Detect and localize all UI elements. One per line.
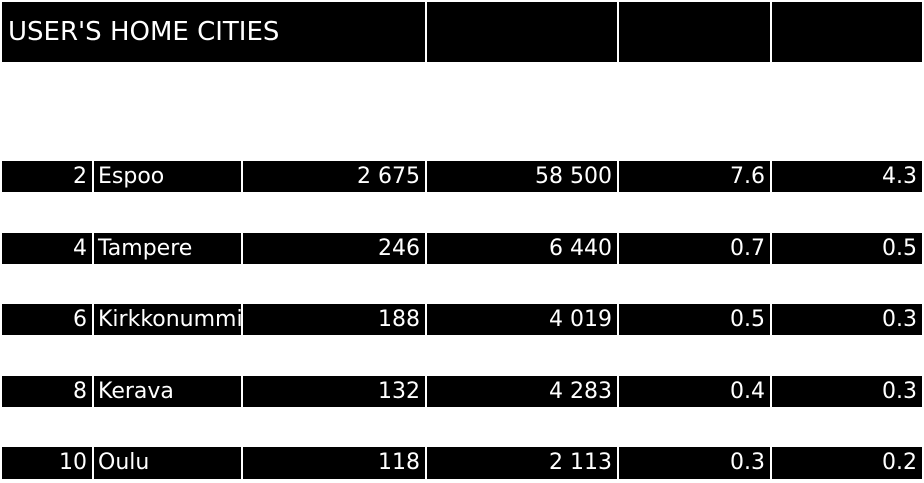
cell-value-a[interactable]: 7.6 — [619, 161, 770, 192]
cell-users[interactable]: 246 — [243, 233, 425, 264]
cell-users[interactable]: 188 — [243, 304, 425, 335]
cell-rank[interactable]: 8 — [2, 376, 92, 407]
cell-users[interactable]: 118 — [243, 447, 425, 479]
cell-city[interactable]: Espoo — [94, 161, 241, 192]
cell-value-a[interactable]: 0.7 — [619, 233, 770, 264]
cell-rank[interactable]: 6 — [2, 304, 92, 335]
cell-value-b[interactable]: 0.3 — [772, 304, 922, 335]
cell-users[interactable]: 2 675 — [243, 161, 425, 192]
cell-city[interactable]: Kirkkonummi — [94, 304, 241, 335]
cell-rank[interactable]: 2 — [2, 161, 92, 192]
cell-value-b[interactable]: 0.2 — [772, 447, 922, 479]
cell-population[interactable]: 58 500 — [427, 161, 617, 192]
cell-rank[interactable]: 4 — [2, 233, 92, 264]
cell-population[interactable]: 2 113 — [427, 447, 617, 479]
cell-rank[interactable]: 10 — [2, 447, 92, 479]
header-cell-empty[interactable] — [427, 2, 617, 62]
cell-city[interactable]: Kerava — [94, 376, 241, 407]
sheet-title[interactable]: USER'S HOME CITIES — [2, 2, 425, 62]
cell-population[interactable]: 6 440 — [427, 233, 617, 264]
cell-population[interactable]: 4 283 — [427, 376, 617, 407]
cell-users[interactable]: 132 — [243, 376, 425, 407]
cell-value-a[interactable]: 0.4 — [619, 376, 770, 407]
cell-population[interactable]: 4 019 — [427, 304, 617, 335]
cell-city[interactable]: Oulu — [94, 447, 241, 479]
header-cell-empty[interactable] — [619, 2, 770, 62]
cell-value-b[interactable]: 4.3 — [772, 161, 922, 192]
cell-value-a[interactable]: 0.5 — [619, 304, 770, 335]
cell-value-b[interactable]: 0.3 — [772, 376, 922, 407]
cell-value-a[interactable]: 0.3 — [619, 447, 770, 479]
header-cell-empty[interactable] — [772, 2, 922, 62]
cell-value-b[interactable]: 0.5 — [772, 233, 922, 264]
cell-city[interactable]: Tampere — [94, 233, 241, 264]
